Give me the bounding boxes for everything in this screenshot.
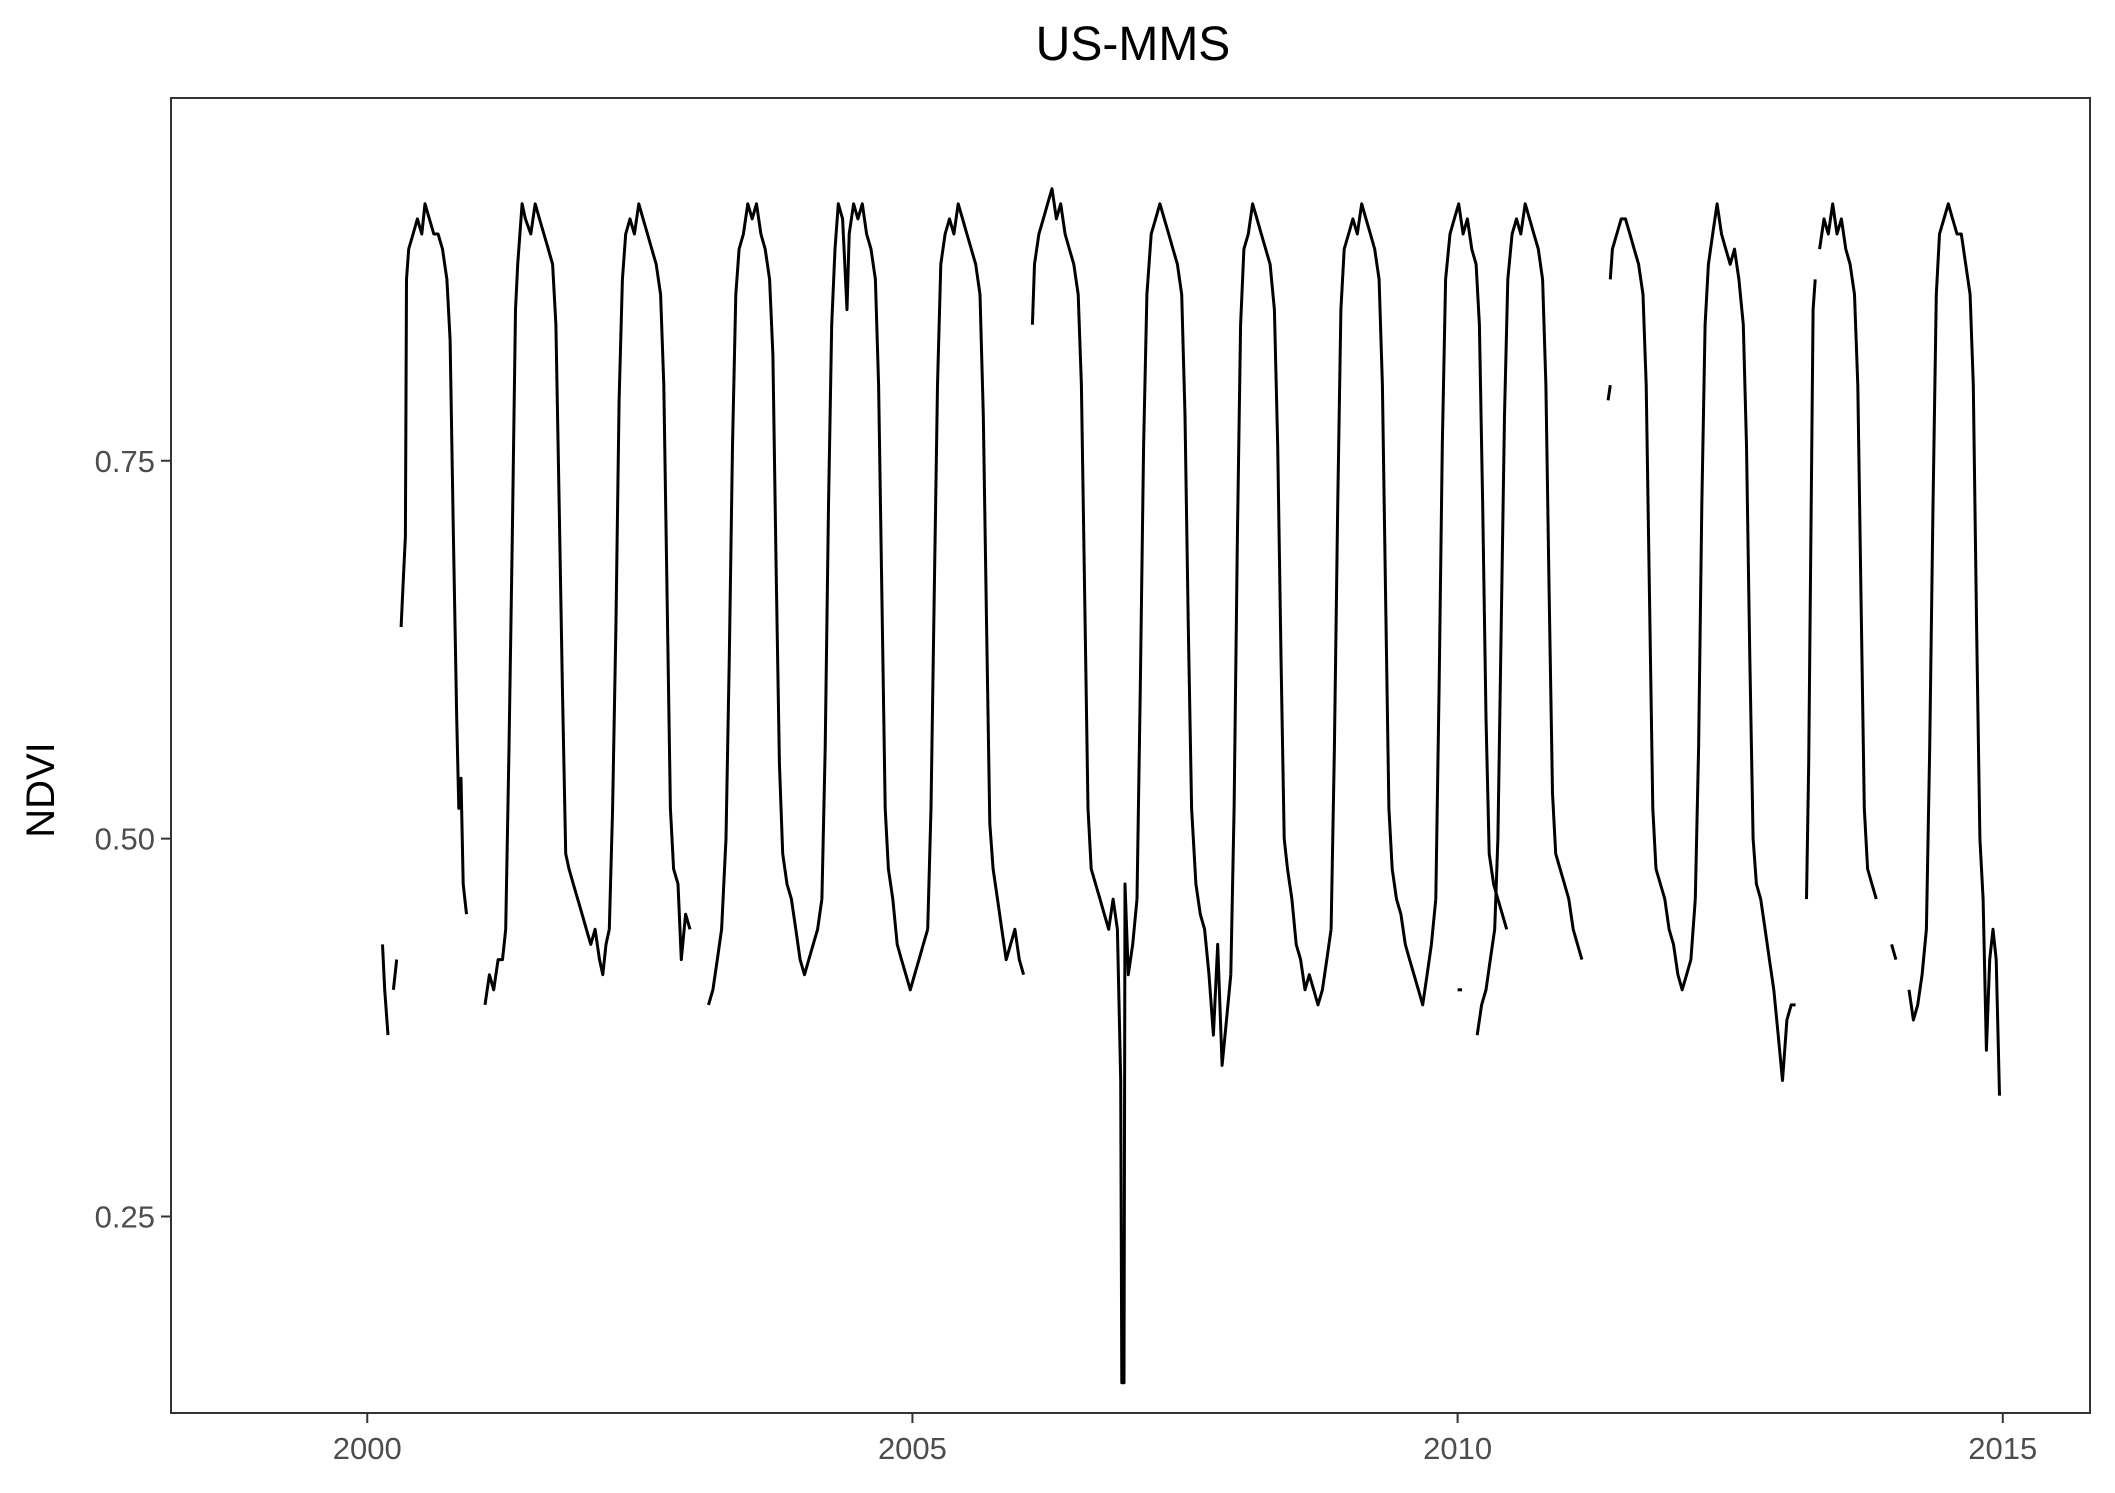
y-tick-label: 0.25: [95, 1200, 155, 1235]
ndvi-line-segment: [1475, 202, 1584, 1036]
ndvi-line-segment: [607, 202, 692, 962]
ndvi-line-segment: [399, 202, 468, 915]
ndvi-line-segment: [926, 202, 1026, 976]
ndvi-line-segment: [483, 202, 611, 1006]
ndvi-line-segment: [707, 202, 824, 1006]
ndvi-line-segment: [1907, 202, 2001, 1096]
ndvi-line-segment: [820, 202, 930, 992]
ndvi-line-segment: [1818, 202, 1878, 900]
ndvi-line-segment: [1890, 943, 1898, 961]
ndvi-line-segment: [1329, 202, 1438, 1007]
x-tick-label: 2015: [1968, 1431, 2037, 1466]
x-tick-label: 2000: [333, 1431, 402, 1466]
ndvi-line-segment: [1135, 202, 1233, 1067]
ndvi-line-segment: [391, 959, 399, 990]
x-axis: 2000 2005 2010 2015: [333, 1413, 2037, 1466]
y-tick-label: 0.75: [95, 444, 155, 479]
x-tick-label: 2005: [878, 1431, 947, 1466]
ndvi-line-segment: [1030, 187, 1139, 1385]
y-axis-label: NDVI: [19, 742, 63, 838]
ndvi-line-segment: [1608, 217, 1697, 992]
ndvi-line-segment: [1805, 279, 1817, 900]
plot-series: [381, 187, 2001, 1385]
y-axis: 0.25 0.50 0.75: [95, 444, 171, 1235]
ndvi-line-segment: [1606, 384, 1612, 401]
chart-title: US-MMS: [1036, 18, 1231, 71]
ndvi-line-segment: [381, 944, 390, 1036]
ndvi-line-segment: [1229, 202, 1333, 1007]
y-tick-label: 0.50: [95, 822, 155, 857]
x-tick-label: 2010: [1423, 1431, 1492, 1466]
ndvi-line-segment: [1434, 202, 1509, 930]
plot-panel-border: [170, 97, 2091, 1414]
ndvi-line-segment: [1693, 202, 1796, 1082]
